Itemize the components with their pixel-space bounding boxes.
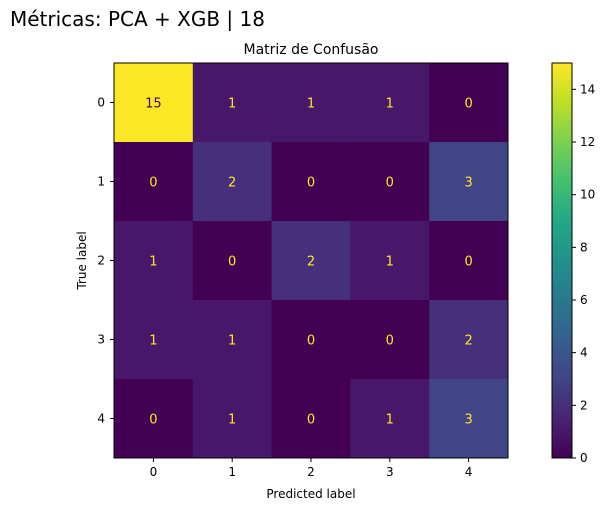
heatmap-cell — [192, 300, 273, 380]
cell-value-label: 0 — [149, 413, 157, 428]
cell-value-label: 1 — [228, 413, 236, 428]
x-axis-ticks: 0 1 2 3 4 — [150, 458, 473, 479]
colorbar-tick-label: 10 — [580, 188, 595, 202]
x-tick-label: 0 — [150, 465, 158, 479]
heatmap-cell — [192, 142, 273, 222]
heatmap-cell — [271, 142, 351, 222]
heatmap-cells — [114, 63, 509, 459]
chart-title: Matriz de Confusão — [244, 42, 379, 58]
y-tick-label: 3 — [97, 333, 105, 347]
y-axis-ticks: 0 1 2 3 4 — [97, 96, 114, 426]
y-tick-label: 2 — [97, 254, 105, 268]
heatmap-cell — [350, 300, 430, 380]
cell-value-label: 1 — [386, 255, 394, 270]
colorbar-tick-label: 2 — [580, 398, 588, 412]
colorbar-tick-label: 0 — [580, 451, 588, 465]
cell-value-label: 1 — [228, 334, 236, 349]
heatmap-cell — [114, 379, 194, 459]
heatmap-cell — [271, 379, 351, 459]
heatmap-cell — [429, 379, 509, 459]
heatmap-cell — [114, 221, 194, 301]
heatmap-cell — [350, 142, 430, 222]
cell-value-label: 1 — [228, 97, 236, 112]
heatmap-cell — [192, 221, 273, 301]
y-axis-label: True label — [75, 231, 89, 290]
heatmap-cell — [114, 142, 194, 222]
heatmap-cell — [271, 63, 351, 143]
heatmap-cell — [350, 221, 430, 301]
cell-value-label: 0 — [228, 255, 236, 270]
x-tick-label: 1 — [228, 465, 236, 479]
cell-value-label: 0 — [464, 255, 472, 270]
y-tick-label: 0 — [97, 96, 105, 110]
colorbar-tick-label: 4 — [580, 346, 588, 360]
cell-value-label: 1 — [307, 97, 315, 112]
y-tick-label: 4 — [97, 412, 105, 426]
x-axis-label: Predicted label — [266, 487, 355, 501]
heatmap-cell — [114, 300, 194, 380]
cell-value-label: 1 — [386, 97, 394, 112]
cell-value-label: 0 — [386, 334, 394, 349]
figure-suptitle: Métricas: PCA + XGB | 18 — [10, 7, 265, 31]
colorbar-tick-label: 12 — [580, 135, 595, 149]
cell-value-label: 1 — [149, 334, 157, 349]
cell-value-label: 1 — [149, 255, 157, 270]
colorbar-tick-label: 8 — [580, 240, 588, 254]
cell-value-label: 3 — [464, 413, 472, 428]
heatmap-cell — [429, 300, 509, 380]
x-tick-label: 3 — [386, 465, 394, 479]
heatmap-cell — [271, 221, 351, 301]
cell-value-label: 0 — [149, 176, 157, 191]
heatmap-cell — [350, 379, 430, 459]
heatmap-cell — [429, 142, 509, 222]
cell-value-label: 0 — [307, 334, 315, 349]
heatmap-cell — [350, 63, 430, 143]
cell-value-label: 0 — [386, 176, 394, 191]
cell-value-label: 2 — [307, 255, 315, 270]
cell-annotations: 15 1 1 1 0 0 2 0 0 3 1 0 2 1 0 1 1 0 0 2 0 1 0 1 3 — [145, 97, 473, 428]
colorbar-tick-label: 6 — [580, 293, 588, 307]
cell-value-label: 3 — [464, 176, 472, 191]
x-tick-label: 2 — [307, 465, 315, 479]
cell-value-label: 2 — [228, 176, 236, 191]
cell-value-label: 0 — [307, 176, 315, 191]
colorbar-tick-label: 14 — [580, 82, 595, 96]
heatmap-cell — [429, 63, 509, 143]
heatmap-cell — [192, 63, 273, 143]
colorbar-ticks: 0 2 4 6 8 10 12 14 — [572, 82, 595, 465]
heatmap-cell — [192, 379, 273, 459]
heatmap-cell — [114, 63, 194, 143]
x-tick-label: 4 — [465, 465, 473, 479]
colorbar — [551, 62, 573, 459]
y-tick-label: 1 — [97, 175, 105, 189]
heatmap-cell — [271, 300, 351, 380]
cell-value-label: 15 — [145, 97, 162, 112]
cell-value-label: 0 — [307, 413, 315, 428]
cell-value-label: 2 — [464, 334, 472, 349]
cell-value-label: 0 — [464, 97, 472, 112]
heatmap-cell — [429, 221, 509, 301]
cell-value-label: 1 — [386, 413, 394, 428]
